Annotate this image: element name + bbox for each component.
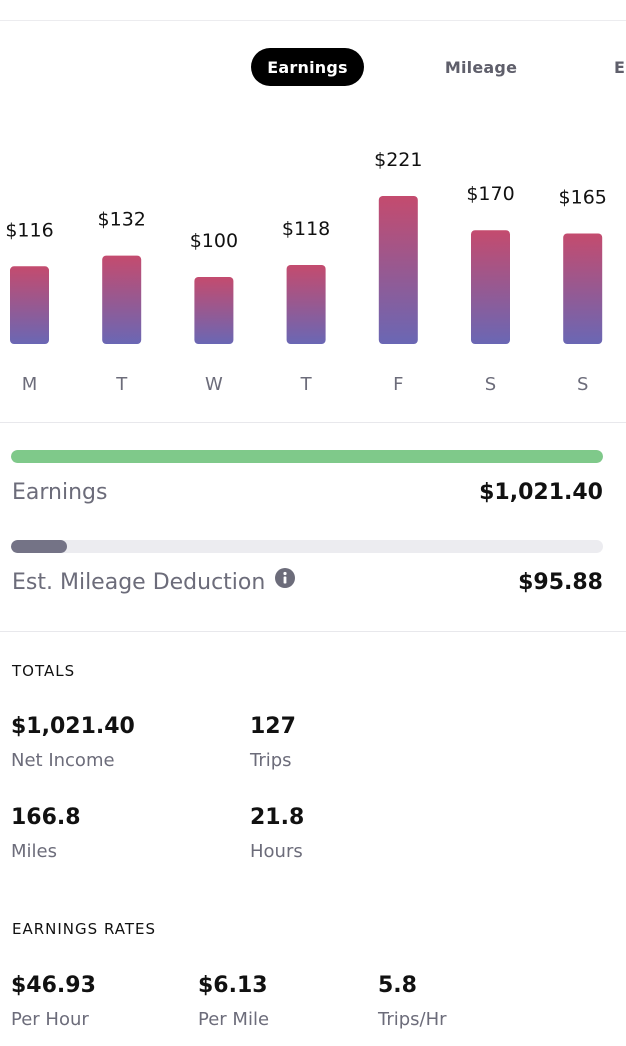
- trips-per-hour-label: Trips/Hr: [378, 1009, 447, 1030]
- chart-divider: [0, 422, 626, 423]
- earnings-bar-chart: $116 M $132 T $100 W $118 T $221 F $170 S $165 S: [5, 149, 607, 395]
- bar-value-label: $132: [98, 209, 146, 231]
- chart-bar[interactable]: [378, 196, 418, 344]
- chart-bar[interactable]: [286, 265, 326, 344]
- trips-label: Trips: [250, 750, 292, 771]
- mileage-deduction-value: $95.88: [518, 570, 603, 595]
- totals-heading: TOTALS: [12, 662, 76, 680]
- earnings-progress-bar: [11, 450, 603, 463]
- mileage-deduction-label: Est. Mileage Deduction: [12, 570, 266, 595]
- x-axis-day-label: S: [577, 374, 588, 395]
- top-divider: [0, 20, 626, 21]
- tab-mileage[interactable]: Mileage: [444, 57, 518, 77]
- x-axis-day-label: M: [22, 374, 38, 395]
- per-hour-value: $46.93: [11, 973, 96, 998]
- earnings-value: $1,021.40: [479, 480, 603, 505]
- tab-earnings[interactable]: Earnings: [251, 48, 364, 86]
- bar-value-label: $100: [190, 230, 238, 252]
- miles-label: Miles: [11, 841, 57, 862]
- earnings-rates-heading: EARNINGS RATES: [12, 920, 157, 938]
- chart-bar[interactable]: [102, 255, 142, 344]
- summary-divider: [0, 631, 626, 632]
- hours-value: 21.8: [250, 805, 305, 830]
- bar-value-label: $165: [559, 187, 607, 209]
- mileage-deduction-row: Est. Mileage Deduction: [12, 568, 296, 595]
- miles-value: 166.8: [11, 805, 81, 830]
- bar-value-label: $116: [5, 219, 53, 241]
- x-axis-day-label: T: [300, 374, 313, 395]
- x-axis-day-label: W: [205, 374, 223, 395]
- trips-value: 127: [250, 714, 296, 739]
- earnings-progress-fill: [11, 450, 603, 463]
- net-income-value: $1,021.40: [11, 714, 135, 739]
- hours-label: Hours: [250, 841, 303, 862]
- chart-bar[interactable]: [471, 230, 510, 344]
- bar-value-label: $118: [282, 218, 330, 240]
- net-income-label: Net Income: [11, 750, 115, 771]
- per-mile-label: Per Mile: [198, 1009, 270, 1030]
- tab-partial[interactable]: E: [614, 57, 626, 77]
- chart-bar[interactable]: [10, 266, 49, 344]
- trips-per-hour-value: 5.8: [378, 973, 417, 998]
- chart-bar[interactable]: [563, 233, 603, 345]
- x-axis-day-label: F: [393, 374, 403, 395]
- x-axis-day-label: S: [485, 374, 496, 395]
- per-hour-label: Per Hour: [11, 1009, 89, 1030]
- bar-value-label: $170: [466, 183, 514, 205]
- earnings-label: Earnings: [12, 480, 108, 505]
- mileage-progress-fill: [11, 540, 67, 553]
- per-mile-value: $6.13: [198, 973, 268, 998]
- chart-bar[interactable]: [194, 277, 234, 344]
- info-icon[interactable]: [275, 568, 296, 594]
- mileage-progress-bar: [11, 540, 603, 553]
- bar-value-label: $221: [374, 149, 422, 171]
- x-axis-day-label: T: [115, 374, 128, 395]
